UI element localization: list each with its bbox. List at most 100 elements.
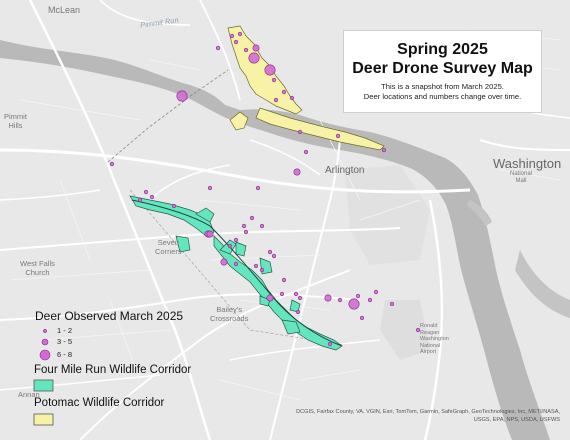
deer-observation-point[interactable] xyxy=(295,309,301,315)
deer-observation-point[interactable] xyxy=(206,230,214,238)
deer-observation-point[interactable] xyxy=(327,341,333,347)
label-west-falls-church: West Falls Church xyxy=(20,259,55,277)
airport-land xyxy=(380,300,430,360)
deer-observation-point[interactable] xyxy=(233,39,239,45)
deer-observation-point[interactable] xyxy=(237,31,243,37)
label-baileys-crossroads: Bailey's Crossroads xyxy=(210,305,248,323)
deer-observation-point[interactable] xyxy=(137,197,143,203)
legend-size-3: 6 - 8 xyxy=(57,350,73,359)
deer-observation-point[interactable] xyxy=(229,33,235,39)
county-boundary xyxy=(107,69,229,163)
deer-observation-point[interactable] xyxy=(255,185,261,191)
deer-observation-point[interactable] xyxy=(281,277,287,283)
deer-observation-point[interactable] xyxy=(252,44,260,52)
deer-observation-point[interactable] xyxy=(207,185,213,191)
label-mclean: McLean xyxy=(48,5,81,15)
deer-observation-point[interactable] xyxy=(259,267,265,273)
deer-observation-point[interactable] xyxy=(293,168,301,176)
potomac-swatch xyxy=(33,413,54,426)
deer-observation-point[interactable] xyxy=(259,223,265,229)
label-airport-line3: Washington xyxy=(420,336,449,342)
deer-observation-point[interactable] xyxy=(337,297,343,303)
legend-potomac-label: Potomac Wildlife Corridor xyxy=(34,397,165,409)
deer-observation-point[interactable] xyxy=(171,203,177,209)
deer-observation-point[interactable] xyxy=(264,64,276,76)
map-attribution: DCGIS, Fairfax County, VA, VGIN, Esri, T… xyxy=(260,408,560,424)
deer-observation-point[interactable] xyxy=(279,291,285,297)
four-mile-run-stream xyxy=(131,199,343,347)
deer-observation-point[interactable] xyxy=(241,223,247,229)
label-reagan-airport: Ronald Reagan Washington National Airpor… xyxy=(420,323,449,356)
deer-observation-point[interactable] xyxy=(348,298,360,310)
deer-observation-point[interactable] xyxy=(233,237,239,243)
deer-observation-point[interactable] xyxy=(415,327,421,333)
deer-observation-point[interactable] xyxy=(324,294,332,302)
label-airport-line4: National xyxy=(420,342,441,349)
deer-observation-point[interactable] xyxy=(176,90,188,102)
map-note-line1: This is a snapshot from March 2025. xyxy=(381,82,504,91)
deer-observation-point[interactable] xyxy=(297,129,303,135)
deer-observation-point[interactable] xyxy=(143,189,149,195)
deer-observations[interactable] xyxy=(109,31,421,347)
four-mile-run-swatch xyxy=(33,379,54,392)
legend-size-1: 1 - 2 xyxy=(57,326,73,335)
deer-observation-point[interactable] xyxy=(367,297,373,303)
legend-four-mile-run-label: Four Mile Run Wildlife Corridor xyxy=(34,364,192,376)
deer-observation-point[interactable] xyxy=(389,301,395,307)
label-pimmit-hills: Pimmit Hills xyxy=(4,112,27,130)
deer-observation-point[interactable] xyxy=(355,293,361,299)
label-seven-line2: Corners xyxy=(155,247,182,256)
deer-observation-point[interactable] xyxy=(149,194,155,200)
deer-observation-point[interactable] xyxy=(248,52,260,64)
label-wfc-line1: West Falls xyxy=(20,259,55,268)
legend-symbol-medium xyxy=(41,338,49,346)
deer-observation-point[interactable] xyxy=(271,253,277,259)
legend-size-2: 3 - 5 xyxy=(57,337,73,346)
deer-observation-point[interactable] xyxy=(249,215,255,221)
label-pimmit-line1: Pimmit xyxy=(4,112,27,121)
map-legend: Deer Observed March 2025 1 - 2 3 - 5 6 -… xyxy=(30,306,202,436)
label-seven-line1: Seven xyxy=(157,238,179,247)
label-airport-line1: Ronald xyxy=(420,323,438,329)
map-title-line1: Spring 2025 xyxy=(397,41,488,58)
deer-observation-point[interactable] xyxy=(273,97,279,103)
legend-symbol-large xyxy=(39,349,51,361)
label-mall-line1: National xyxy=(510,171,533,177)
deer-observation-point[interactable] xyxy=(335,133,341,139)
label-annandale: Annan xyxy=(18,390,40,399)
label-seven-corners: Seven Corners xyxy=(155,238,182,256)
deer-observation-point[interactable] xyxy=(253,263,259,269)
deer-observation-point[interactable] xyxy=(266,294,274,302)
map-note-line2: Deer locations and numbers change over t… xyxy=(363,91,522,101)
deer-observation-point[interactable] xyxy=(281,89,287,95)
deer-observation-point[interactable] xyxy=(220,258,228,266)
map-title-line2: Deer Drone Survey Map xyxy=(352,60,533,77)
deer-observation-point[interactable] xyxy=(243,229,249,235)
deer-observation-point[interactable] xyxy=(215,45,221,51)
tidal-basin xyxy=(466,200,492,226)
attribution-line1: DCGIS, Fairfax County, VA, VGIN, Esri, T… xyxy=(296,409,560,415)
label-airport-line5: Airport xyxy=(420,349,437,355)
deer-observation-point[interactable] xyxy=(297,295,303,301)
deer-observation-point[interactable] xyxy=(109,161,115,167)
anacostia-river xyxy=(515,250,570,318)
deer-observation-point[interactable] xyxy=(293,291,299,297)
deer-observation-point[interactable] xyxy=(381,147,387,153)
deer-observation-point[interactable] xyxy=(243,47,249,53)
deer-observation-point[interactable] xyxy=(359,315,365,321)
deer-observation-point[interactable] xyxy=(233,261,239,267)
deer-observation-point[interactable] xyxy=(271,77,277,83)
deer-observation-point[interactable] xyxy=(289,95,295,101)
label-bailey-line2: Crossroads xyxy=(210,314,249,323)
map-title-box: Spring 2025 Deer Drone Survey Map This i… xyxy=(343,30,542,113)
deer-observation-point[interactable] xyxy=(267,249,273,255)
deer-observation-point[interactable] xyxy=(373,289,379,295)
deer-observation-point[interactable] xyxy=(303,149,309,155)
label-national-mall: National Mall xyxy=(510,171,532,185)
label-wfc-line2: Church xyxy=(25,268,50,277)
county-boundary-2 xyxy=(129,189,346,346)
label-bailey-line1: Bailey's xyxy=(216,305,242,314)
deer-observation-point[interactable] xyxy=(227,243,233,249)
legend-symbol-small xyxy=(43,329,47,333)
